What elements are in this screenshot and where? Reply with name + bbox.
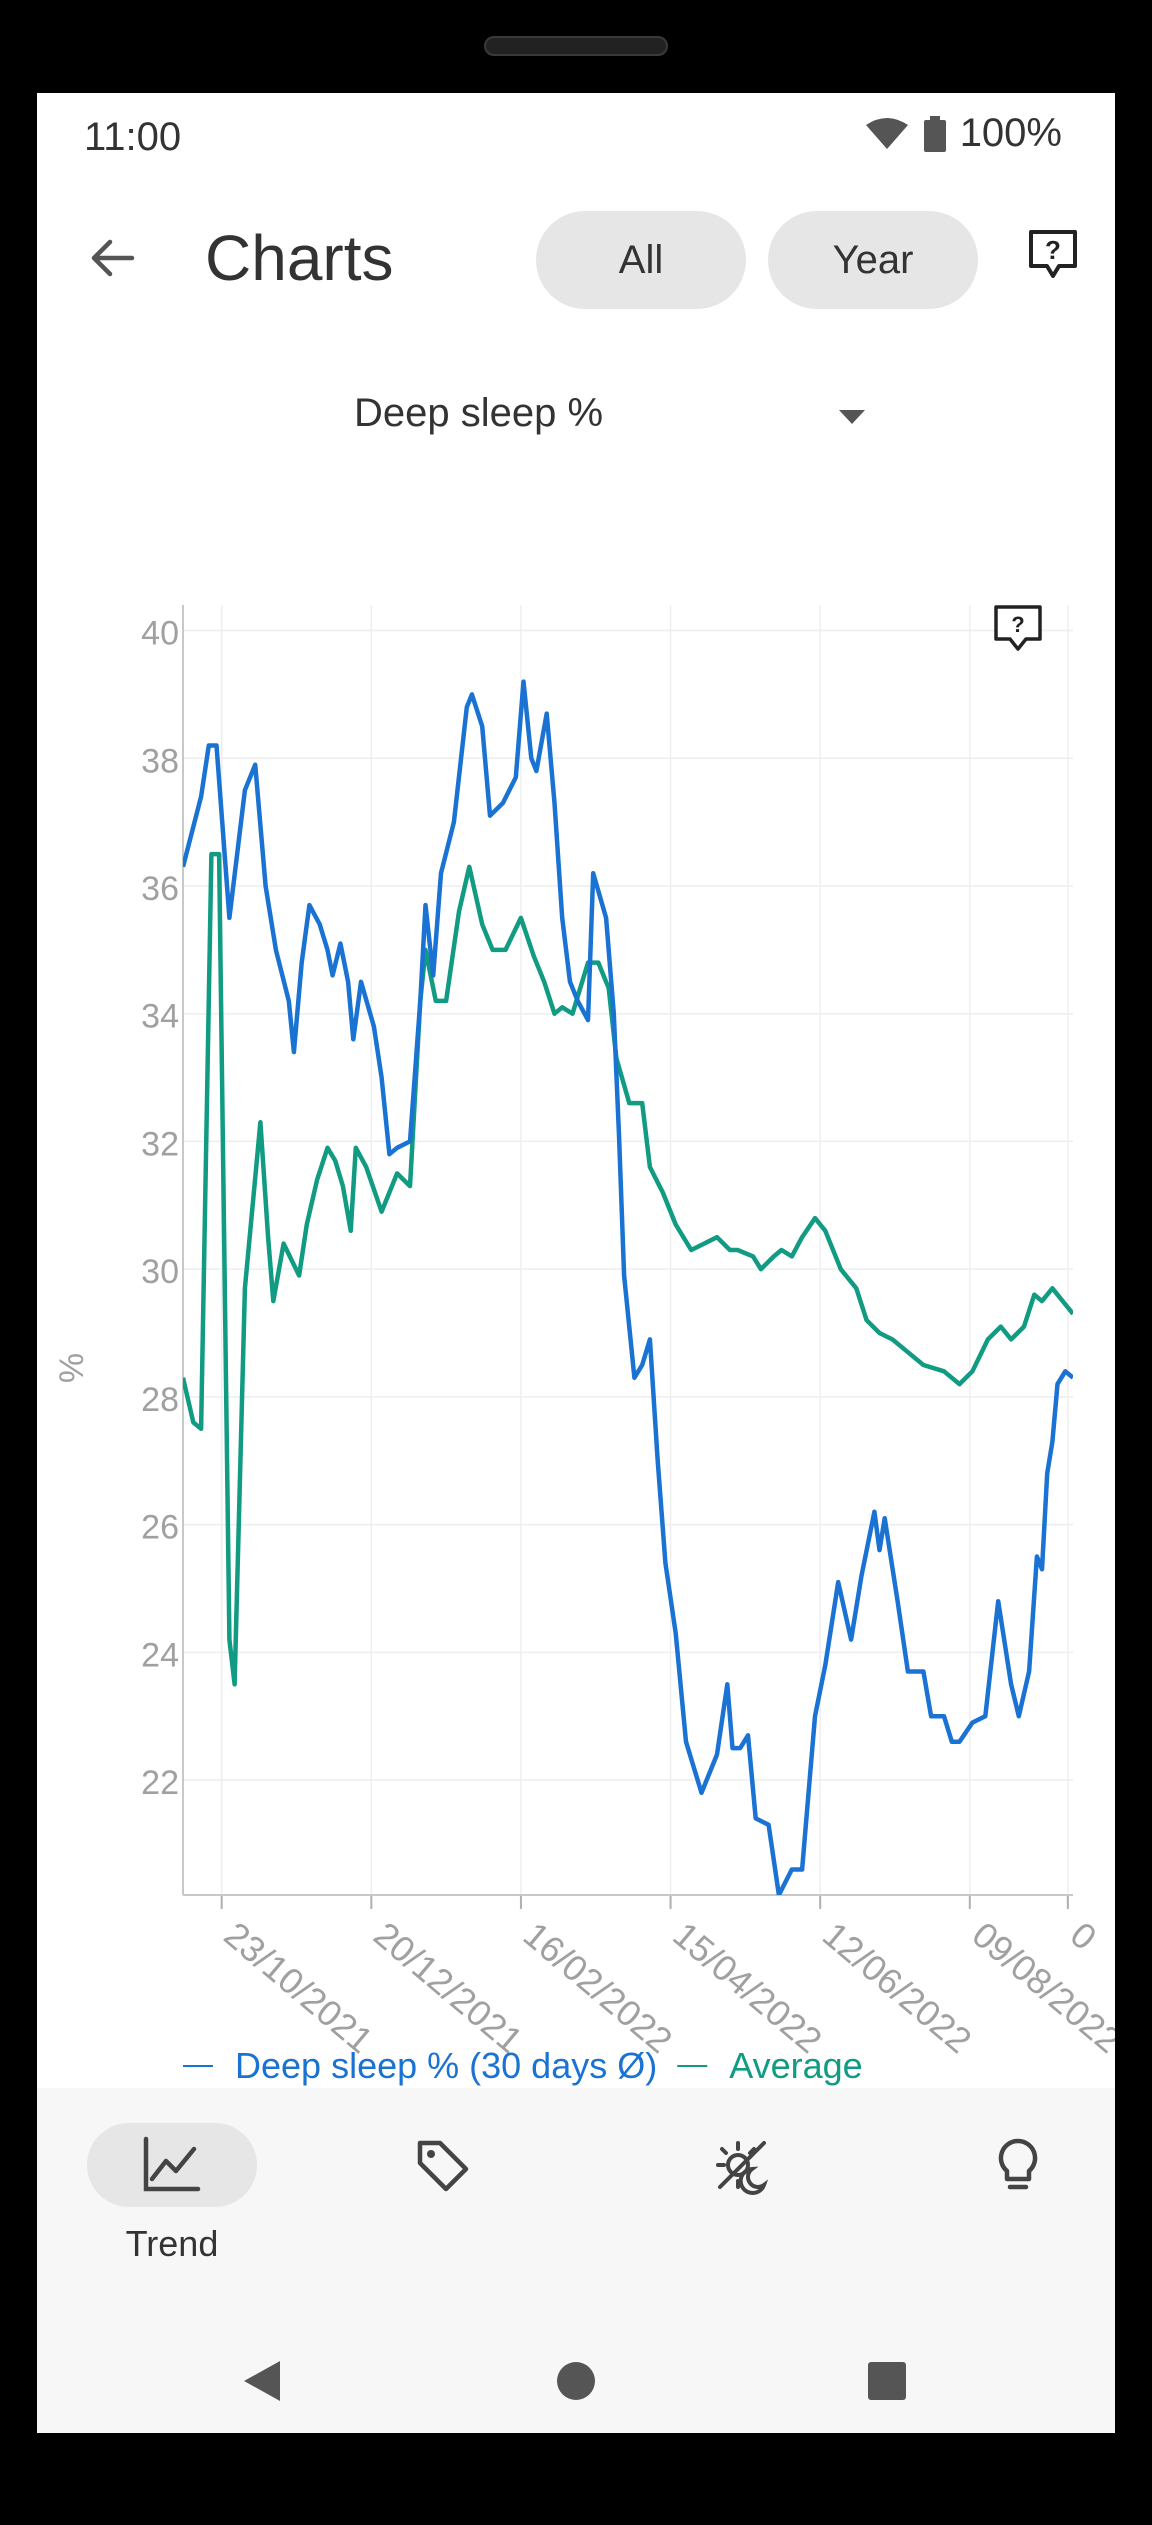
chart-axes [182,605,1073,1909]
metric-selected-label: Deep sleep % [354,391,604,435]
y-tick-label: 34 [141,998,179,1036]
nav-label-trend: Trend [125,2223,219,2264]
nav-pill-tips [933,2123,1103,2207]
battery-percent: 100% [959,111,1062,155]
metric-dropdown[interactable]: Deep sleep % [337,383,877,463]
system-navigation-bar [37,2328,1115,2433]
chart-series [183,679,1073,1895]
y-tick-label: 38 [141,742,179,780]
range-chip-all[interactable]: All [536,211,746,309]
chart-canvas: 40 38 36 34 32 30 28 26 24 22 23/10/202120/12/2021… [53,605,1115,2086]
trend-chart-icon [143,2136,201,2192]
nav-item-trend[interactable]: Trend [87,2123,257,2273]
trend-chart: 40 38 36 34 32 30 28 26 24 22 23/10/2021 20/12/2021… [37,493,1115,2093]
screen: 11:00 100% Charts All Year [37,93,1115,2433]
help-bubble-icon: ? [1029,230,1077,278]
svg-text:?: ? [1045,235,1061,265]
y-tick-label: 26 [141,1509,179,1547]
nav-item-tags[interactable] [357,2123,527,2273]
range-chip-year[interactable]: Year [768,211,978,309]
arrow-back-icon [91,239,135,277]
sleep-moon-icon [716,2141,769,2195]
x-tick-label: 12/06/2022 [815,1914,979,2061]
x-tick-label: 20/12/2021 [366,1914,530,2061]
chart-labels: 40 38 36 34 32 30 28 26 24 22 23/10/202120/12/2021… [53,615,1115,2086]
status-bar: 11:00 100% [37,93,1115,177]
x-tick-label: 0 [1063,1914,1105,1958]
status-icons: 100% [864,111,1062,156]
x-tick-label: 16/02/2022 [516,1914,680,2061]
app-bar: Charts All Year ? [37,203,1115,313]
nav-pill-tags [357,2123,527,2207]
system-home-button[interactable] [551,2356,601,2406]
x-tick-label: 23/10/2021 [217,1914,381,2061]
y-tick-label: 28 [141,1381,179,1419]
nav-item-tips[interactable] [933,2123,1103,2273]
series-line-1 [183,851,1073,1687]
y-tick-label: 22 [141,1764,179,1802]
dropdown-arrow-icon [839,410,865,424]
nav-pill-sleep [657,2123,827,2207]
system-recents-button[interactable] [862,2356,912,2406]
y-tick-label: 36 [141,870,179,908]
triangle-back-icon [244,2361,280,2401]
nav-item-sleep[interactable] [657,2123,827,2273]
square-recents-icon [868,2362,906,2400]
chart-grid [183,605,1073,1895]
back-button[interactable] [77,223,147,293]
speaker-grille [484,36,668,56]
svg-text:?: ? [1011,612,1024,637]
page-title: Charts [205,222,394,294]
tag-icon [417,2140,469,2192]
help-button[interactable]: ? [1018,219,1088,289]
y-axis-label: % [53,1353,91,1383]
bottom-navigation: Trend [37,2088,1115,2328]
legend-entry: Deep sleep % (30 days Ø) [235,2045,657,2086]
series-line-0 [183,679,1073,1895]
chart-help-button[interactable]: ? [994,605,1042,651]
system-back-button[interactable] [237,2356,287,2406]
legend-entry: Average [729,2045,862,2086]
y-tick-label: 40 [141,615,179,653]
status-time: 11:00 [84,115,182,159]
battery-icon [923,115,946,152]
x-tick-label: 15/04/2022 [665,1914,829,2061]
y-tick-label: 30 [141,1253,179,1291]
wifi-icon [865,117,908,149]
lightbulb-icon [998,2138,1038,2190]
y-tick-label: 32 [141,1125,179,1163]
chart-help-icon [994,605,1042,651]
circle-home-icon [557,2362,595,2400]
y-tick-label: 24 [141,1636,179,1674]
nav-pill-trend [87,2123,257,2207]
